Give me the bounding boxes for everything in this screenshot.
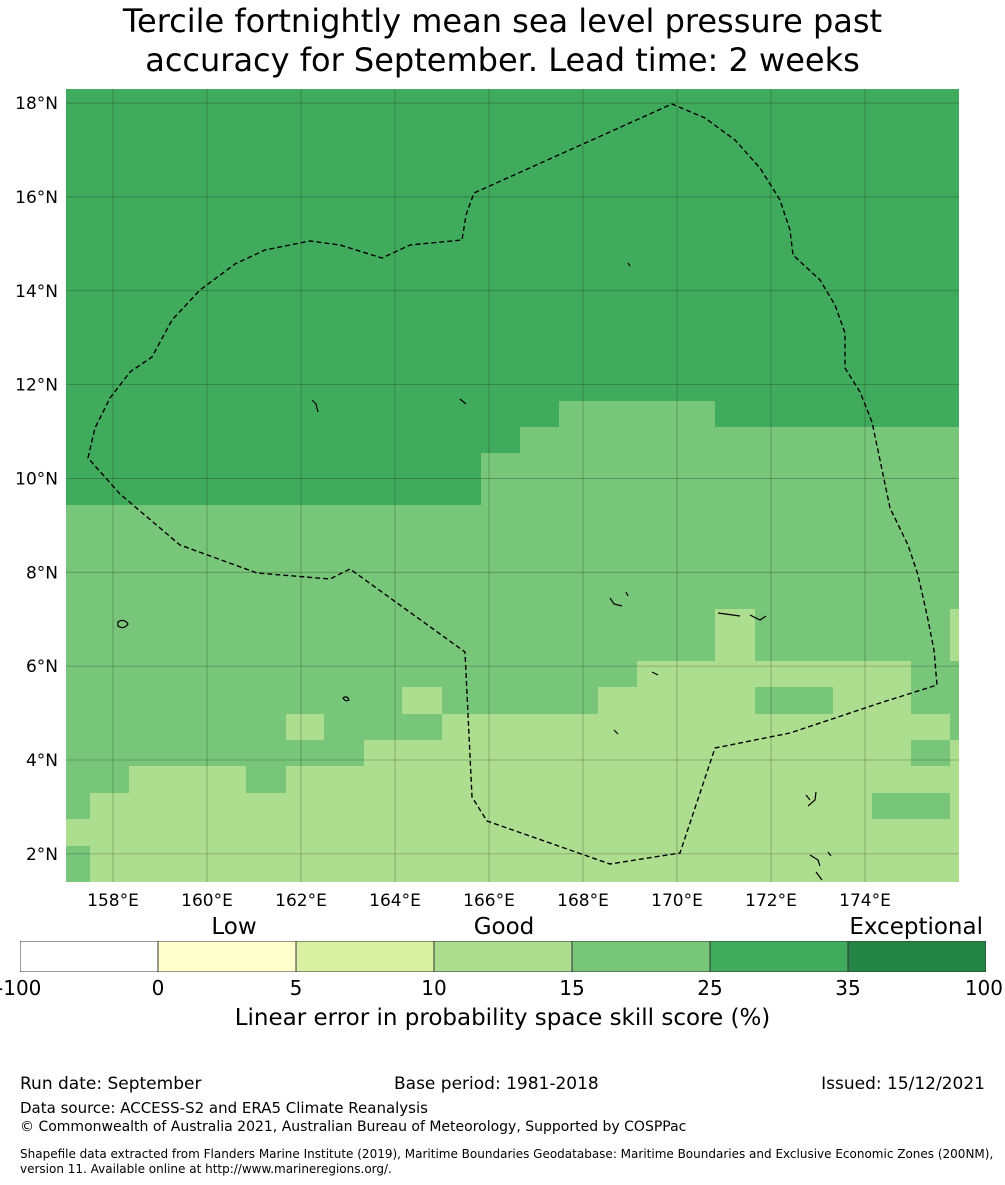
- skill-cell: [755, 687, 833, 714]
- skill-cell: [286, 714, 324, 740]
- skill-map: 158°E 160°E 162°E 164°E 166°E 168°E 170°E 172°E…: [15, 89, 959, 911]
- colorbar-segment: [20, 941, 159, 972]
- map-title-line-2: accuracy for September. Lead time: 2 wee…: [145, 41, 860, 79]
- colorbar-tick-label: 5: [289, 976, 303, 1000]
- longitude-tick-label: 168°E: [557, 891, 609, 911]
- skill-cell: [872, 793, 950, 819]
- colorbar-segment: [847, 941, 986, 972]
- colorbar-tick-label: 35: [835, 976, 861, 1000]
- skill-cell: [286, 766, 364, 882]
- colorbar-segment: [157, 941, 297, 972]
- colorbar-label: Linear error in probability space skill …: [234, 1005, 771, 1031]
- colorbar-tick-label: 25: [697, 976, 723, 1000]
- copyright-notice: © Commonwealth of Australia 2021, Austra…: [20, 1119, 687, 1135]
- latitude-tick-label: 12°N: [15, 376, 58, 396]
- colorbar-segment: [709, 941, 849, 972]
- latitude-tick-label: 10°N: [15, 469, 58, 489]
- longitude-tick-label: 174°E: [839, 891, 891, 911]
- skill-cell: [637, 661, 911, 687]
- skill-colorbar: [20, 941, 986, 972]
- latitude-tick-label: 2°N: [26, 845, 58, 865]
- longitude-tick-label: 166°E: [463, 891, 515, 911]
- skill-cell: [66, 846, 90, 882]
- colorbar-segment: [295, 941, 435, 972]
- run-date: Run date: September: [20, 1074, 202, 1094]
- longitude-tick-label: 172°E: [745, 891, 797, 911]
- skill-cell: [833, 687, 911, 714]
- longitude-tick-label: 170°E: [651, 891, 703, 911]
- skill-cell: [715, 609, 755, 661]
- latitude-tick-label: 6°N: [26, 657, 58, 677]
- skill-cell: [598, 401, 715, 427]
- colorbar-segment: [433, 941, 573, 972]
- longitude-tick-label: 160°E: [181, 891, 233, 911]
- colorbar-segment: [571, 941, 711, 972]
- island-outlines: [117, 262, 832, 881]
- issued-date: Issued: 15/12/2021: [821, 1074, 985, 1094]
- skill-cell: [481, 453, 959, 505]
- longitude-tick-label: 164°E: [369, 891, 421, 911]
- colorbar-tick-label: 10: [421, 976, 447, 1000]
- skill-cell: [364, 740, 454, 882]
- skill-cell: [911, 740, 950, 766]
- category-exceptional-label: Exceptional: [849, 914, 983, 940]
- category-good-label: Good: [473, 914, 535, 940]
- skill-cell: [598, 687, 755, 714]
- shapefile-credit: Shapefile data extracted from Flanders M…: [20, 1147, 994, 1176]
- latitude-tick-labels: 18°N 16°N 14°N 12°N 10°N 8°N 6°N 4°N 2°N: [15, 94, 58, 865]
- skill-cell: [129, 766, 246, 882]
- colorbar-tick-label: 100: [964, 976, 1003, 1000]
- colorbar-tick-label: 0: [151, 976, 165, 1000]
- skill-cell: [950, 714, 959, 740]
- latitude-tick-label: 4°N: [26, 751, 58, 771]
- skill-cell: [246, 793, 286, 882]
- skill-grid: [66, 89, 959, 882]
- longitude-tick-label: 158°E: [87, 891, 139, 911]
- colorbar-tick-label: 15: [559, 976, 585, 1000]
- skill-cell: [90, 793, 129, 882]
- data-source: Data source: ACCESS-S2 and ERA5 Climate …: [20, 1099, 428, 1117]
- eez-boundary: [87, 103, 938, 865]
- skill-cell: [66, 819, 90, 846]
- skill-cell: [559, 401, 598, 427]
- map-title-line-1: Tercile fortnightly mean sea level press…: [122, 2, 883, 40]
- base-period: Base period: 1981-2018: [394, 1074, 599, 1094]
- longitude-tick-labels: 158°E 160°E 162°E 164°E 166°E 168°E 170°E 172°E…: [87, 891, 891, 911]
- skill-cell: [872, 427, 959, 453]
- map-title: Tercile fortnightly mean sea level press…: [0, 2, 1005, 80]
- latitude-tick-label: 14°N: [15, 282, 58, 302]
- latitude-tick-label: 8°N: [26, 563, 58, 583]
- category-low-label: Low: [211, 914, 257, 940]
- skill-cell: [402, 687, 442, 714]
- skill-cell: [950, 609, 959, 661]
- colorbar-tick-label: -100: [0, 976, 42, 1000]
- longitude-tick-label: 162°E: [275, 891, 327, 911]
- latitude-tick-label: 18°N: [15, 94, 58, 114]
- latitude-tick-label: 16°N: [15, 188, 58, 208]
